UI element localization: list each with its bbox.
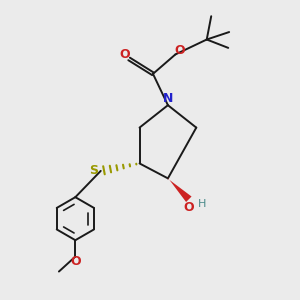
Polygon shape bbox=[168, 178, 192, 202]
Text: N: N bbox=[163, 92, 173, 105]
Text: O: O bbox=[119, 48, 130, 61]
Text: O: O bbox=[70, 256, 81, 268]
Text: O: O bbox=[184, 201, 194, 214]
Text: H: H bbox=[198, 199, 206, 209]
Text: O: O bbox=[175, 44, 185, 57]
Text: S: S bbox=[89, 164, 98, 177]
